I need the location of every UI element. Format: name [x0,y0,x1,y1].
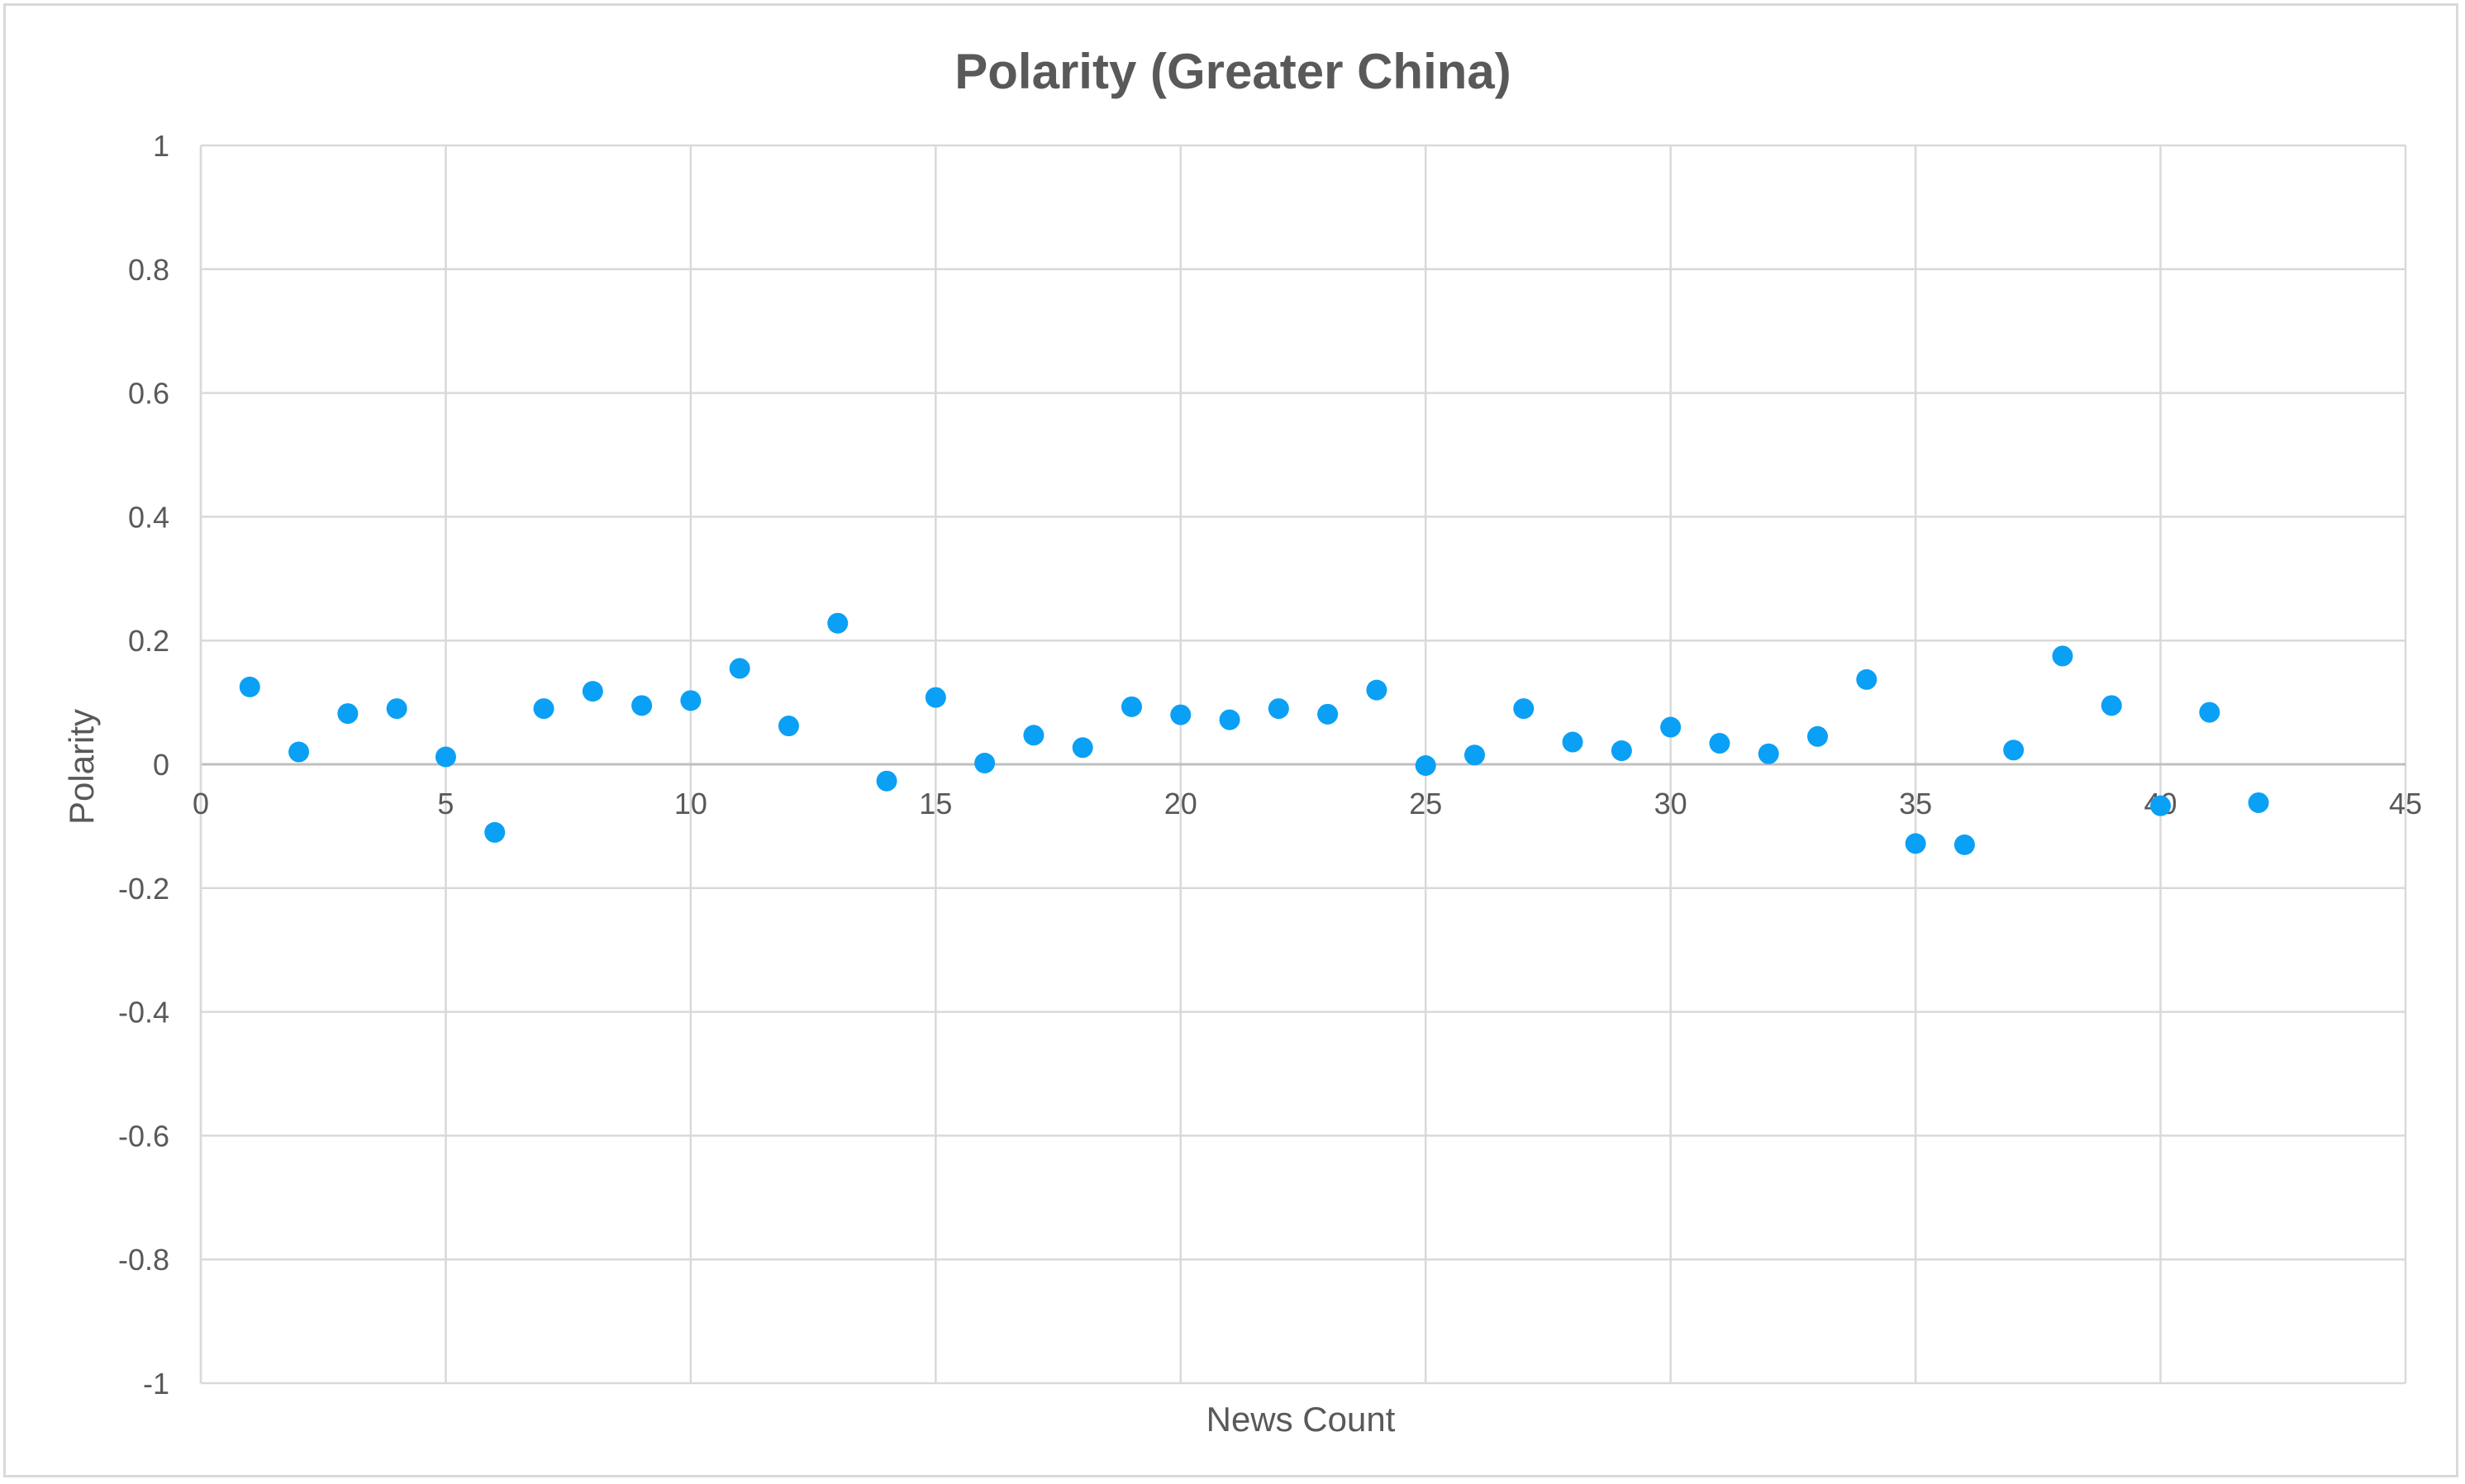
data-point [1170,704,1192,725]
data-point [2052,645,2073,667]
data-point [876,770,897,792]
data-point [680,690,702,711]
y-tick-label: 0 [153,748,169,782]
x-tick-label: 5 [437,787,454,820]
data-point [631,695,653,716]
y-tick-label: 0.4 [128,500,169,534]
data-point [1464,744,1486,766]
data-point [337,703,359,725]
data-point [1562,731,1583,753]
x-tick-label: 0 [193,787,209,820]
data-point [1513,698,1535,720]
data-point [1023,725,1045,746]
data-point [1905,833,1926,854]
data-point [974,753,996,774]
data-point [2199,702,2220,723]
data-point [1317,703,1339,725]
y-tick-label: -0.8 [118,1243,169,1277]
y-tick-label: 1 [153,129,169,163]
y-tick-label: -0.6 [118,1119,169,1153]
data-point [386,698,407,720]
y-tick-label: 0.2 [128,624,169,658]
gridlines [199,144,2407,1385]
data-point [1611,740,1632,762]
data-point [1268,698,1289,720]
x-tick-label: 10 [674,787,707,820]
scatter-chart: 05101520253035404510.80.60.40.20-0.2-0.4… [62,44,2422,1439]
data-point [484,821,506,843]
y-tick-label: 0.6 [128,377,169,411]
data-point [1121,696,1142,717]
data-point [729,658,750,679]
y-tick-label: -0.4 [118,996,169,1030]
data-point [1415,754,1436,776]
data-point [1807,725,1829,747]
data-point [1856,668,1877,690]
x-tick-label: 35 [1899,787,1932,820]
data-point [1219,709,1240,730]
x-tick-label: 20 [1164,787,1197,820]
data-point [239,676,260,697]
data-point [2248,792,2269,813]
data-point [1660,716,1682,738]
data-point [582,681,603,702]
x-tick-label: 25 [1409,787,1442,820]
data-point [827,612,849,634]
x-axis-title: News Count [1206,1400,1396,1439]
x-tick-label: 45 [2389,787,2422,820]
axes [199,145,2406,1383]
tick-labels: 05101520253035404510.80.60.40.20-0.2-0.4… [118,129,2422,1401]
data-point [1953,834,1975,855]
y-tick-label: -1 [143,1367,169,1401]
y-tick-label: 0.8 [128,253,169,287]
data-point [1709,733,1730,754]
chart-title: Polarity (Greater China) [954,44,1511,99]
data-points [239,612,2269,855]
data-point [925,687,946,708]
data-point [2003,740,2025,761]
data-point [435,746,456,768]
data-point [533,698,554,720]
data-point [778,716,799,737]
data-point [2150,795,2172,816]
y-axis-title: Polarity [62,709,101,825]
data-point [2101,695,2122,716]
data-point [1758,743,1779,764]
chart-frame: 05101520253035404510.80.60.40.20-0.2-0.4… [3,3,2458,1477]
data-point [1366,679,1387,701]
x-tick-label: 30 [1654,787,1687,820]
data-point [1072,737,1093,759]
y-tick-label: -0.2 [118,872,169,906]
x-tick-label: 15 [919,787,952,820]
data-point [288,741,310,763]
